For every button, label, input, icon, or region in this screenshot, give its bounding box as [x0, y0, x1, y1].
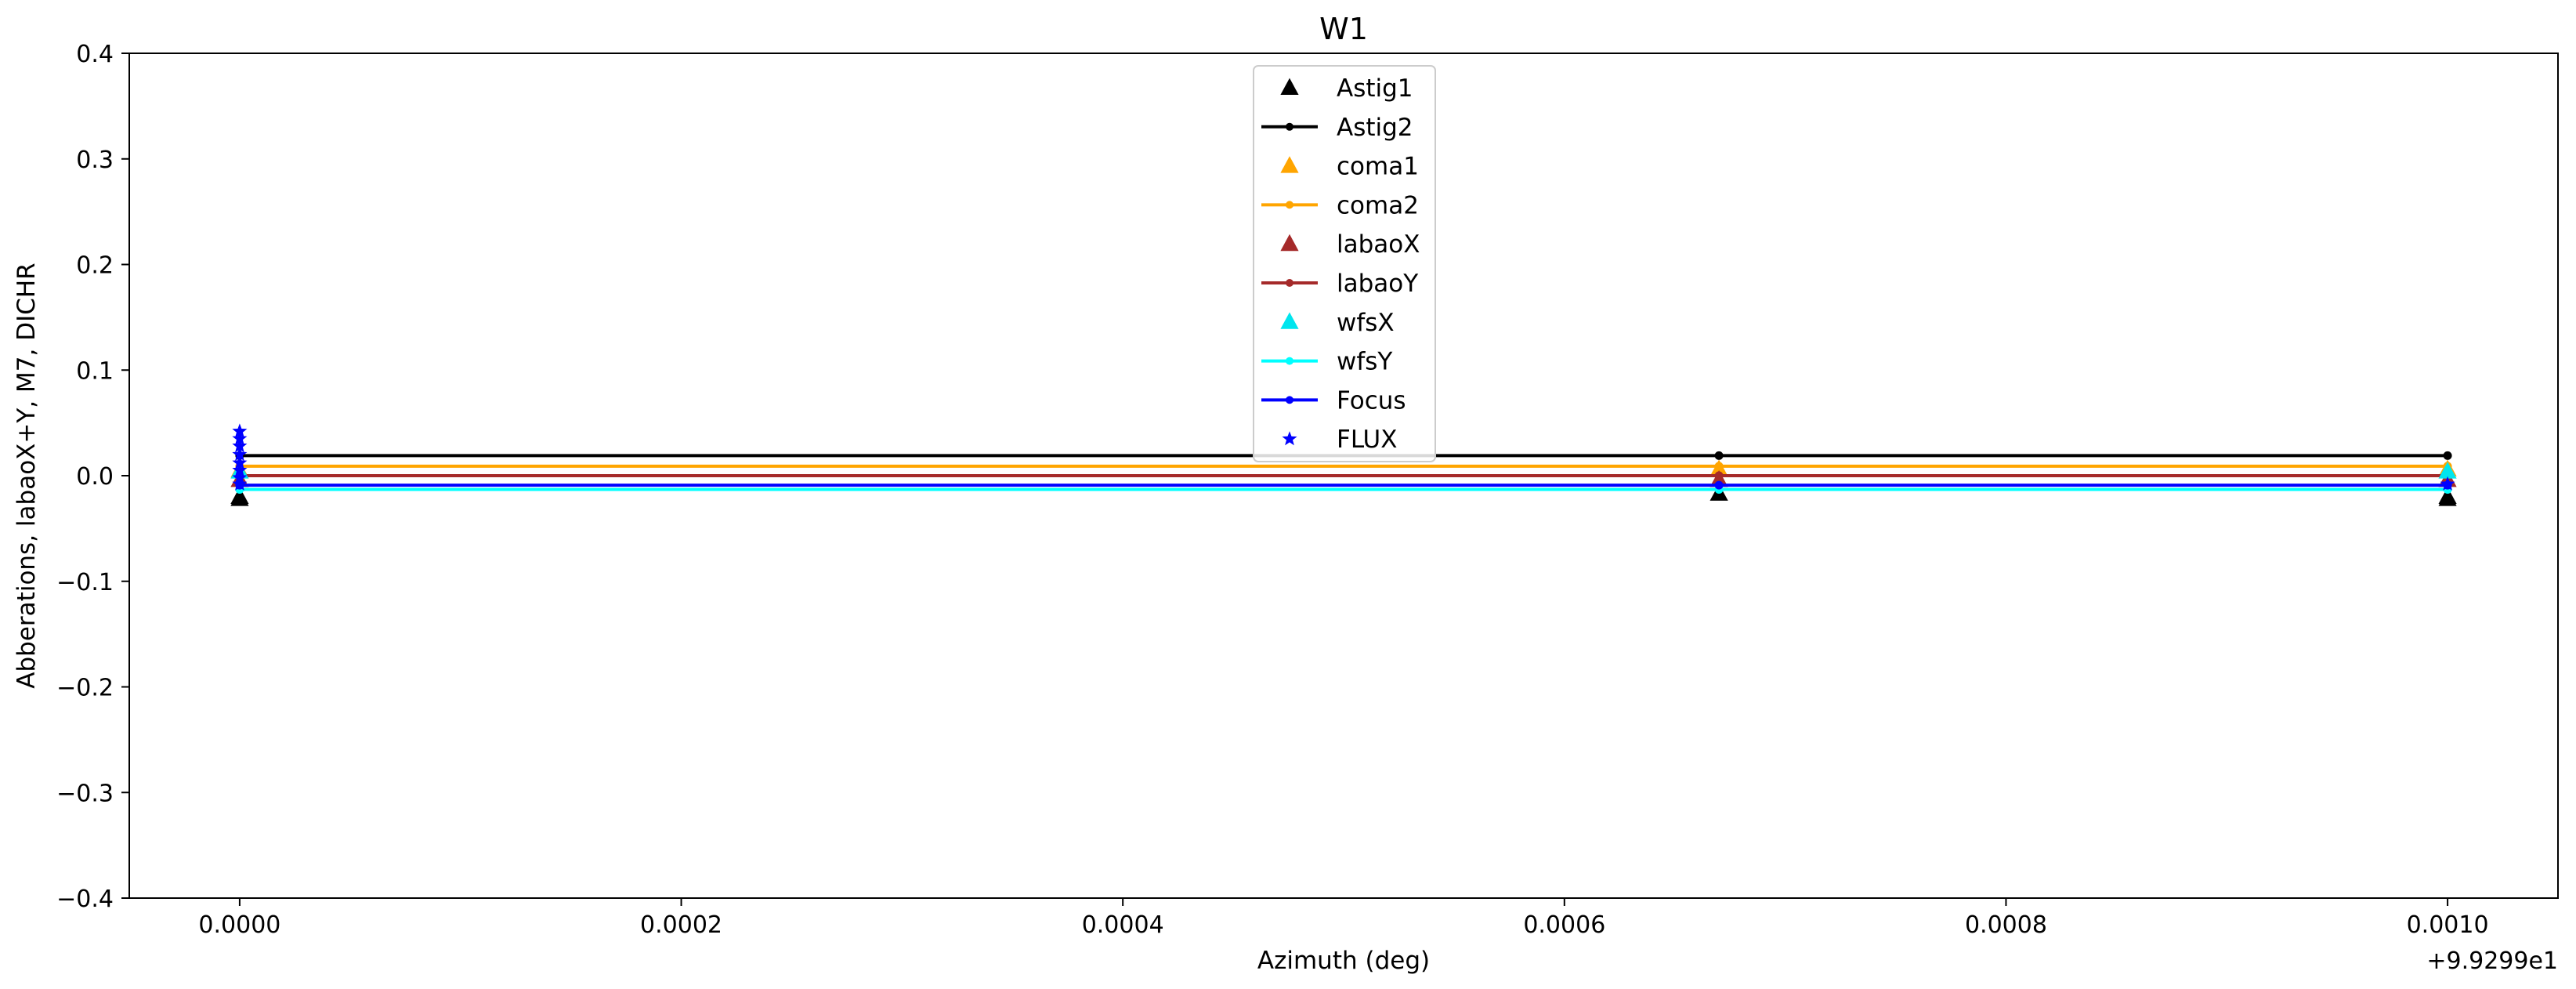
legend-marker-swatch [1280, 312, 1299, 329]
x-tick-label: 0.0008 [1965, 911, 2047, 939]
series-labaoy [235, 471, 2452, 480]
y-tick-label: 0.4 [76, 41, 114, 68]
legend-marker-swatch [1282, 431, 1297, 446]
legend-item-coma1: coma1 [1280, 153, 1419, 181]
legend-marker-swatch [1280, 234, 1299, 252]
y-tick-label: −0.1 [56, 569, 114, 596]
series-astig1 [230, 484, 2457, 506]
y-tick-label: 0.3 [76, 147, 114, 174]
legend-label: labaoX [1337, 230, 1420, 259]
series-layer [230, 423, 2457, 506]
data-point-astig2 [1714, 451, 1724, 460]
y-axis-title: Abberations, labaoX+Y, M7, DICHR [13, 263, 41, 688]
x-axis-title: Azimuth (deg) [1257, 947, 1430, 975]
data-point-astig2 [2443, 451, 2452, 460]
legend-marker-swatch [1280, 78, 1299, 95]
series-flux [232, 423, 2455, 491]
data-point-astig1 [2438, 487, 2457, 504]
legend-item-labaoy: labaoY [1261, 270, 1418, 298]
data-point-flux [232, 462, 248, 477]
y-tick-label: −0.4 [56, 886, 114, 913]
data-point-flux [232, 455, 248, 469]
legend-marker-swatch [1286, 122, 1293, 131]
legend-marker-swatch [1280, 156, 1299, 173]
legend-item-wfsy: wfsY [1261, 348, 1392, 376]
legend-box [1253, 65, 1436, 462]
legend-marker-swatch [1286, 396, 1293, 404]
series-coma2 [235, 462, 2452, 471]
legend-label: FLUX [1337, 426, 1398, 454]
x-tick-label: 0.0010 [2407, 911, 2489, 939]
data-point-astig1 [230, 487, 249, 504]
legend-label: coma2 [1337, 191, 1419, 219]
data-point-flux [232, 423, 248, 438]
data-point-wfsx [2438, 462, 2457, 479]
x-tick-label: 0.0004 [1082, 911, 1164, 939]
legend-label: labaoY [1337, 270, 1418, 298]
legend-label: coma1 [1337, 153, 1419, 181]
legend-item-wfsx: wfsX [1280, 309, 1395, 337]
data-point-labaoy [1714, 471, 1724, 480]
ticks-layer: 0.0000 0.0002 0.0004 0.0006 0.0008 0.0010 −0.4… [56, 41, 2488, 939]
legend-item-flux: FLUX [1282, 426, 1398, 454]
data-point-flux [2440, 476, 2455, 491]
legend-label: wfsY [1337, 348, 1392, 376]
y-tick-label: −0.2 [56, 675, 114, 702]
legend-label: Astig2 [1337, 114, 1413, 142]
legend-item-focus: Focus [1261, 386, 1406, 415]
legend-item-labaox: labaoX [1280, 230, 1420, 259]
legend-marker-swatch [1286, 279, 1293, 287]
data-point-flux [232, 438, 248, 453]
x-axis-offset-label: +9.9299e1 [2426, 947, 2558, 975]
legend-item-coma2: coma2 [1261, 191, 1419, 219]
x-tick-label: 0.0000 [198, 911, 280, 939]
legend-label: Astig1 [1337, 74, 1413, 103]
legend-label: wfsX [1337, 309, 1395, 337]
y-tick-label: 0.2 [76, 252, 114, 280]
x-tick-label: 0.0006 [1523, 911, 1605, 939]
data-point-flux [232, 430, 248, 445]
legend: Astig1 Astig2 coma1 coma2 labaoX labaoY wfsX wf… [1253, 65, 1436, 462]
legend-item-astig2: Astig2 [1261, 114, 1413, 142]
data-point-coma2 [1714, 462, 1724, 471]
y-tick-label: −0.3 [56, 780, 114, 807]
data-point-flux [232, 447, 248, 462]
y-tick-label: 0.0 [76, 463, 114, 491]
data-point-focus [1714, 480, 1724, 490]
legend-item-astig1: Astig1 [1280, 74, 1413, 103]
data-point-flux [232, 476, 248, 491]
y-tick-label: 0.1 [76, 357, 114, 385]
legend-marker-swatch [1286, 201, 1293, 209]
chart-title: W1 [1319, 12, 1368, 46]
legend-label: Focus [1337, 386, 1406, 415]
x-tick-label: 0.0002 [640, 911, 722, 939]
legend-marker-swatch [1286, 357, 1293, 365]
